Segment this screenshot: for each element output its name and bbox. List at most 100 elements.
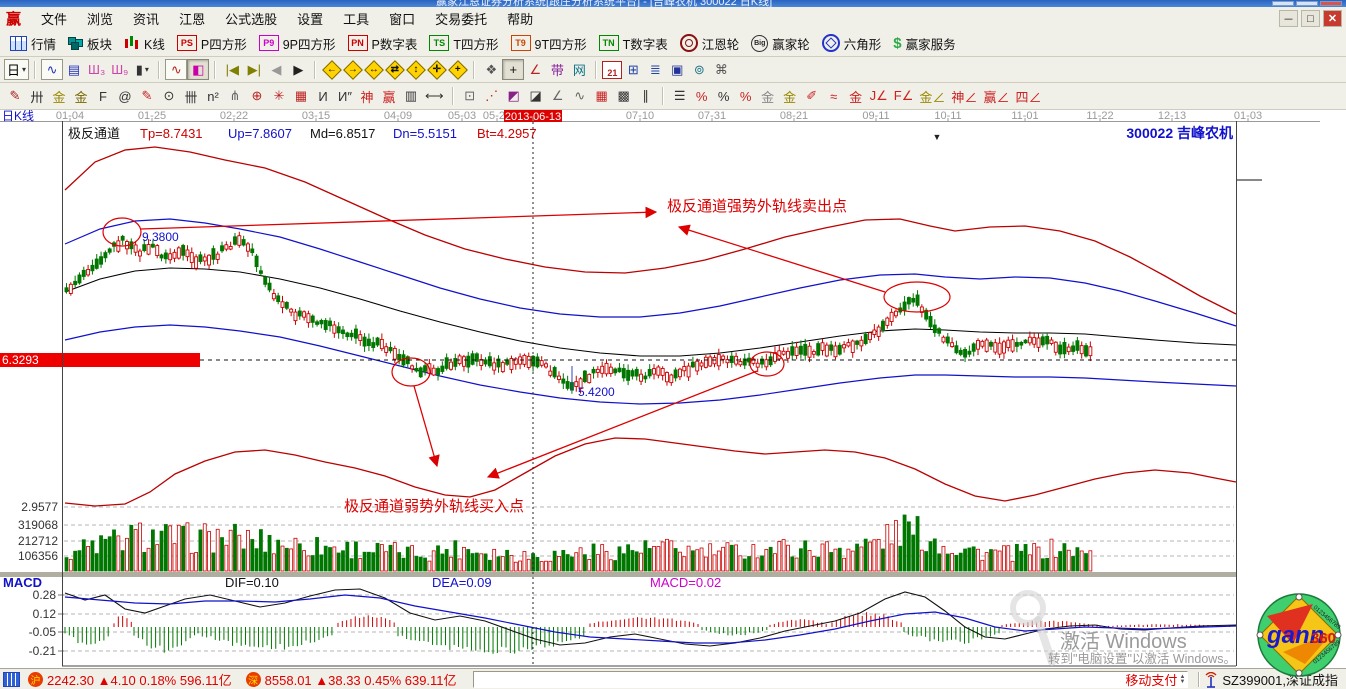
next-button[interactable]: ▶ — [293, 61, 304, 77]
zoom-v-button[interactable]: ↕ — [405, 59, 426, 80]
red-zigzag-icon[interactable]: ∿ — [165, 59, 188, 80]
draw-tool-10[interactable]: ⋔ — [229, 88, 241, 103]
shenzhen-icon[interactable]: 深 — [245, 672, 261, 687]
menu-item-8[interactable]: 交易委托 — [435, 12, 488, 27]
last-page-button[interactable]: ▶| — [247, 61, 262, 77]
document-icon[interactable]: ≣ — [649, 61, 661, 77]
menu-item-7[interactable]: 窗口 — [389, 12, 416, 27]
toolbar-item-0[interactable]: 行情 — [4, 33, 62, 54]
toolbar-item-4[interactable]: P9 9P四方形 — [253, 33, 342, 54]
draw-tool-15[interactable]: И″ — [338, 88, 352, 104]
menu-item-6[interactable]: 工具 — [343, 12, 370, 27]
shanghai-icon[interactable]: 沪 — [28, 672, 43, 687]
draw-tool-19[interactable]: ⟷ — [425, 88, 444, 103]
draw-tool-1[interactable]: 卅 — [30, 89, 44, 105]
menu-item-3[interactable]: 江恩 — [179, 12, 206, 27]
menu-item-0[interactable]: 文件 — [41, 12, 68, 27]
draw-tool-39[interactable]: 金 — [849, 89, 863, 105]
draw-tool-11[interactable]: ⊕ — [251, 88, 263, 103]
menu-item-5[interactable]: 设置 — [297, 12, 324, 27]
band-tool-icon[interactable]: 带 — [550, 63, 564, 78]
pan-right-button[interactable]: → — [342, 59, 363, 80]
ticker-spinner[interactable]: ▲ ▼ — [1179, 673, 1186, 685]
shanghai-index[interactable]: 2242.30 ▲4.10 0.18% 596.11亿 — [47, 673, 232, 688]
mdi-minimize-button[interactable]: － — [1279, 10, 1298, 27]
draw-tool-17[interactable]: 赢 — [382, 89, 396, 105]
toolbar-item-10[interactable]: Big 赢家轮 — [745, 33, 816, 54]
draw-tool-9[interactable]: n² — [207, 88, 219, 104]
draw-tool-34[interactable]: % — [739, 88, 752, 104]
toolbar-item-8[interactable]: TN T数字表 — [593, 33, 674, 54]
color-chart-icon[interactable]: ◧ — [187, 59, 210, 80]
draw-tool-2[interactable]: 金 — [52, 89, 66, 105]
draw-tool-5[interactable]: @ — [118, 88, 132, 104]
period-dropdown[interactable]: 日 ▾ — [4, 59, 30, 80]
draw-tool-44[interactable]: 赢∠ — [983, 89, 1010, 105]
bars-9-icon[interactable]: Ш₉ — [111, 62, 129, 77]
draw-tool-40[interactable]: J∠ — [869, 88, 888, 103]
hand-pan-icon[interactable]: ❖ — [485, 61, 498, 77]
draw-tool-0[interactable]: ✎ — [9, 88, 21, 103]
draw-tool-35[interactable]: 金 — [761, 89, 775, 105]
draw-tool-25[interactable]: ∠ — [551, 88, 564, 103]
grid-tool-icon[interactable]: 网 — [572, 63, 586, 78]
menu-item-1[interactable]: 浏览 — [87, 12, 114, 27]
network-icon[interactable]: ⊚ — [693, 61, 705, 77]
draw-tool-16[interactable]: 神 — [360, 89, 374, 105]
draw-tool-38[interactable]: ≈ — [830, 88, 838, 104]
draw-tool-45[interactable]: 四∠ — [1015, 89, 1042, 105]
minimize-button[interactable] — [1272, 1, 1294, 6]
quote-grid-icon[interactable] — [3, 672, 20, 687]
draw-tool-13[interactable]: ▦ — [294, 88, 308, 103]
draw-tool-18[interactable]: ▥ — [404, 88, 418, 103]
zoom-in-button[interactable]: + — [447, 59, 468, 80]
maximize-button[interactable] — [1296, 1, 1318, 6]
report-view-icon[interactable]: ▤ — [67, 61, 81, 77]
mdi-restore-button[interactable]: □ — [1301, 10, 1320, 27]
calendar-icon[interactable]: 21 — [602, 60, 623, 79]
toolbar-item-12[interactable]: $ 赢家服务 — [887, 33, 961, 54]
draw-tool-42[interactable]: 金∠ — [919, 89, 946, 105]
save-icon[interactable]: ▣ — [671, 61, 684, 77]
toolbar-item-1[interactable]: 板块 — [62, 33, 118, 54]
toolbar-item-5[interactable]: PN P数字表 — [342, 33, 424, 54]
expand-button[interactable]: ✛ — [426, 59, 447, 80]
mdi-close-button[interactable]: ✕ — [1323, 10, 1342, 27]
draw-tool-23[interactable]: ◩ — [507, 88, 520, 103]
candle-style-dropdown[interactable]: ▮ ▾ — [135, 61, 149, 77]
menu-item-4[interactable]: 公式选股 — [225, 12, 278, 27]
zoom-h-button[interactable]: ↔ — [363, 59, 384, 80]
pan-left-button[interactable]: ← — [321, 59, 342, 80]
toolbar-item-7[interactable]: T9 9T四方形 — [505, 33, 593, 54]
toolbar-item-11[interactable]: 六角形 — [816, 33, 888, 54]
menu-item-9[interactable]: 帮助 — [507, 12, 534, 27]
draw-tool-36[interactable]: 金 — [783, 89, 797, 105]
draw-tool-22[interactable]: ⋰ — [485, 88, 499, 103]
draw-tool-12[interactable]: ✳ — [273, 88, 285, 103]
chart-area[interactable]: MACD DIF=0.10 DEA=0.09 MACD=0.02 6.3293 极反通道强… — [0, 109, 1346, 668]
draw-tool-26[interactable]: ∿ — [574, 88, 586, 103]
draw-tool-4[interactable]: F — [99, 88, 107, 104]
zigzag-view-icon[interactable]: ∿ — [41, 59, 64, 80]
draw-tool-32[interactable]: % — [695, 88, 708, 104]
draw-tool-24[interactable]: ◪ — [529, 88, 542, 103]
shenzhen-index[interactable]: 8558.01 ▲38.33 0.45% 639.11亿 — [264, 673, 457, 688]
draw-tool-3[interactable]: 金 — [74, 89, 88, 105]
draw-tool-21[interactable]: ⊡ — [464, 88, 476, 103]
prev-button[interactable]: ◀ — [271, 61, 282, 77]
first-page-button[interactable]: |◀ — [225, 61, 240, 77]
current-index-label[interactable]: SZ399001,深证成指 — [1222, 673, 1338, 688]
draw-tool-28[interactable]: ▩ — [617, 88, 630, 103]
workstation-icon[interactable]: ⌘ — [714, 61, 728, 77]
toolbar-item-6[interactable]: TS T四方形 — [423, 33, 504, 54]
draw-tool-41[interactable]: F∠ — [893, 88, 914, 103]
crosshair-icon[interactable]: + — [502, 59, 525, 80]
toolbar-item-3[interactable]: PS P四方形 — [171, 33, 253, 54]
swap-button[interactable]: ⇄ — [384, 59, 405, 80]
angle-measure-icon[interactable]: ∠ — [529, 61, 542, 77]
draw-tool-37[interactable]: ✐ — [806, 88, 818, 103]
draw-tool-7[interactable]: ⊙ — [163, 88, 175, 103]
chart-svg[interactable]: MACD DIF=0.10 DEA=0.09 MACD=0.02 6.3293 极反通道强… — [0, 109, 1346, 668]
toolbar-item-2[interactable]: K线 — [118, 33, 171, 54]
draw-tool-27[interactable]: ▦ — [595, 88, 608, 103]
